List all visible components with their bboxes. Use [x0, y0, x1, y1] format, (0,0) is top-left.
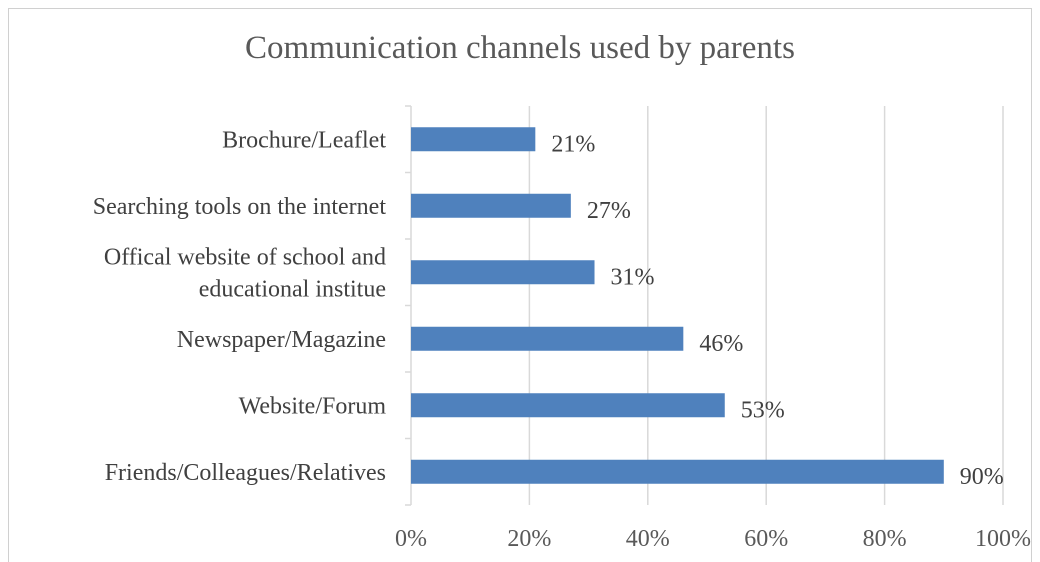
data-label-5: 90%: [960, 464, 1004, 490]
x-tick-label: 80%: [863, 526, 907, 552]
category-label-2: educational institue: [199, 276, 386, 302]
chart-title: Communication channels used by parents: [245, 30, 795, 66]
data-label-0: 21%: [551, 131, 595, 157]
category-label-0: Brochure/Leaflet: [222, 127, 386, 153]
category-label-2: Offical website of school and: [104, 244, 386, 270]
bar-0: [411, 127, 536, 152]
x-tick-label: 40%: [626, 526, 670, 552]
category-label-3: Newspaper/Magazine: [177, 327, 386, 353]
x-tick-label: 60%: [744, 526, 788, 552]
bar-1: [411, 193, 571, 218]
category-label-5: Friends/Colleagues/Relatives: [105, 460, 386, 486]
bar-3: [411, 326, 684, 351]
category-label-1: Searching tools on the internet: [93, 194, 387, 220]
bar-4: [411, 393, 725, 418]
data-label-1: 27%: [587, 198, 631, 224]
bar-5: [411, 459, 944, 484]
x-tick-label: 20%: [507, 526, 551, 552]
data-label-2: 31%: [611, 264, 655, 290]
x-tick-label: 100%: [975, 526, 1031, 552]
bar-2: [411, 260, 595, 285]
x-tick-label: 0%: [395, 526, 427, 552]
category-label-4: Website/Forum: [239, 393, 387, 419]
data-label-3: 46%: [699, 331, 743, 357]
data-label-4: 53%: [741, 397, 785, 423]
